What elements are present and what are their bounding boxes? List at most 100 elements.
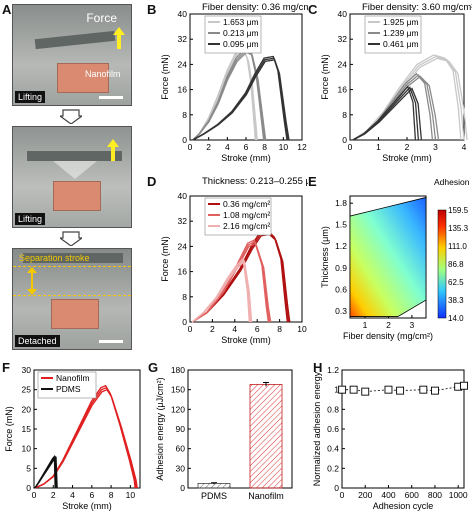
y-tick-label: 15 (22, 424, 32, 434)
chart-title: Fiber density: 0.36 mg/cm² (202, 2, 308, 13)
x-tick-label: 2 (386, 320, 391, 330)
y-tick-label: 5 (26, 463, 31, 473)
x-tick-label: 200 (358, 490, 372, 500)
y-tick-label: 120 (171, 404, 185, 414)
y-tick-label: 32 (178, 216, 188, 226)
x-axis-label: Fiber density (mg/cm²) (343, 331, 433, 341)
y-tick-label: 40 (178, 9, 188, 19)
x-tick-label: 0 (188, 324, 193, 334)
series-line (191, 242, 272, 323)
panel-label-c: C (308, 2, 318, 17)
x-axis-label: Stroke (mm) (221, 335, 271, 345)
y-tick-label: 0.3 (335, 306, 347, 316)
data-point (396, 386, 405, 395)
plot-frame (189, 195, 303, 323)
legend-label: 1.653 μm (223, 17, 259, 27)
y-tick-label: 16 (178, 267, 188, 277)
x-tick-label: 8 (262, 142, 267, 152)
panel-label-b: B (147, 2, 157, 17)
colorbar-tick-label: 86.8 (448, 260, 464, 269)
colorbar-tick-label: 135.3 (448, 224, 469, 233)
x-tick-label: 1 (376, 142, 381, 152)
x-tick-label: 4 (232, 324, 237, 334)
y-tick-label: 40 (338, 9, 348, 19)
x-tick-label: 0 (32, 490, 37, 500)
x-axis-label: Stroke (mm) (62, 501, 112, 511)
chart-h: 0 200 400 600 800 1000 0 0.2 0.4 0.6 0.8 1 1.2 Adhesi… (312, 365, 468, 511)
y-tick-label: 0 (26, 483, 31, 493)
photo-tag-lifting: Lifting (15, 91, 46, 103)
x-tick-label: 2 (51, 490, 56, 500)
y-tick-label: 60 (176, 444, 186, 454)
y-tick-label: 20 (22, 404, 32, 414)
y-tick-label: 24 (178, 59, 188, 69)
data-point (361, 387, 370, 396)
colorbar-title: Adhesion energy (μJ/cm²) (434, 177, 472, 187)
probe-plate (34, 30, 116, 50)
x-tick-label: 0 (188, 142, 193, 152)
y-tick-label: 8 (182, 110, 187, 120)
photo-lifting-2: Lifting (12, 126, 132, 228)
photo-tag-lifting: Lifting (15, 213, 46, 225)
legend-label: 2.16 mg/cm² (223, 221, 270, 231)
y-tick-label: 40 (178, 191, 188, 201)
panel-label-d: D (147, 174, 157, 189)
x-axis-label: Adhesion cycle (373, 501, 434, 511)
x-tick-label: 800 (428, 490, 442, 500)
legend-label: 0.213 μm (223, 28, 259, 38)
legend-label: PDMS (56, 384, 81, 394)
series-line (191, 233, 291, 323)
separation-line-top (13, 266, 131, 267)
x-tick-label: 400 (381, 490, 395, 500)
legend-label: 1.239 μm (383, 28, 419, 38)
y-tick-label: 0.6 (327, 424, 339, 434)
bar (197, 483, 231, 489)
data-point (431, 386, 439, 395)
x-tick-label: 10 (126, 490, 136, 500)
colorbar-tick-label: 62.5 (448, 278, 464, 287)
series-line (191, 260, 253, 323)
legend-label: Nanofilm (56, 373, 90, 383)
y-tick-label: 25 (22, 385, 32, 395)
y-tick-label: 0.8 (327, 404, 339, 414)
y-tick-label: 90 (176, 424, 186, 434)
y-axis-label: Force (mN) (320, 54, 330, 100)
x-tick-label: 2 (405, 142, 410, 152)
y-tick-label: 0 (342, 135, 347, 145)
series-line (34, 456, 58, 489)
photo-lifting-1: Force Nanofilm Lifting (12, 4, 132, 106)
data-point (460, 381, 468, 390)
down-arrow-icon (60, 109, 82, 124)
x-category-label: Nanofilm (248, 491, 284, 501)
x-tick-label: 2 (210, 324, 215, 334)
x-tick-label: 10 (279, 142, 289, 152)
chart-d: Thickness: 0.213–0.255 μm0 2 4 6 8 1008162432… (160, 176, 308, 345)
series-line (192, 59, 290, 141)
bar (249, 384, 283, 489)
y-tick-label: 0 (182, 317, 187, 327)
x-tick-label: 8 (277, 324, 282, 334)
x-tick-label: 8 (109, 490, 114, 500)
x-tick-label: 4 (225, 142, 230, 152)
legend-label: 1.925 μm (383, 17, 419, 27)
x-axis-label: Stroke (mm) (382, 153, 432, 163)
y-tick-label: 0.9 (335, 263, 347, 273)
pdms-block (57, 63, 109, 93)
y-tick-label: 10 (22, 444, 32, 454)
y-tick-label: 8 (182, 292, 187, 302)
heatmap-region (349, 196, 427, 317)
y-tick-label: 0.6 (335, 284, 347, 294)
y-tick-label: 32 (178, 34, 188, 44)
x-tick-label: 4 (462, 142, 467, 152)
y-tick-label: 1.8 (335, 198, 347, 208)
y-tick-label: 30 (176, 463, 186, 473)
y-tick-label: 1.2 (335, 241, 347, 251)
probe-plate (27, 151, 122, 161)
x-tick-label: 2 (206, 142, 211, 152)
scale-bar (99, 340, 123, 343)
probe-plate (23, 253, 123, 263)
x-axis-label: Stroke (mm) (221, 153, 271, 163)
x-tick-label: 1000 (449, 490, 468, 500)
y-tick-label: 0.4 (327, 444, 339, 454)
y-axis-label: Force (mN) (4, 406, 14, 452)
